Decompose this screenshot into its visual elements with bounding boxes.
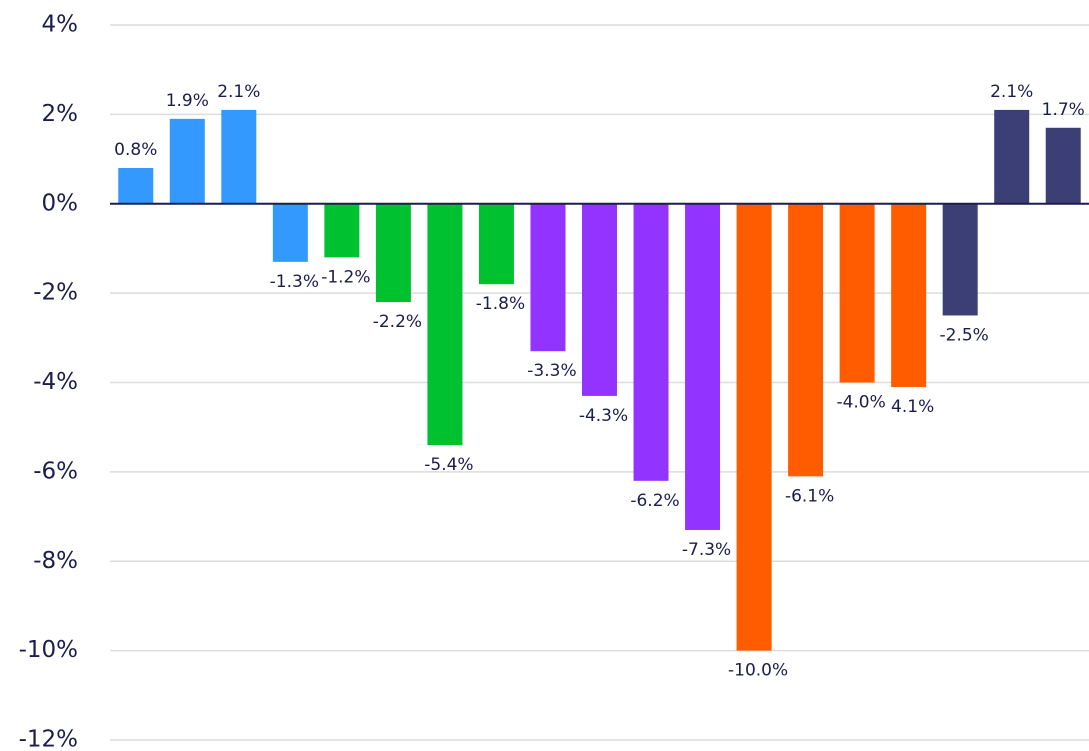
value-label: -1.3% xyxy=(270,272,319,292)
value-label: -10.0% xyxy=(728,661,788,681)
bar xyxy=(582,203,617,396)
value-label: -6.1% xyxy=(785,486,834,506)
bar xyxy=(633,203,669,481)
value-label: 0.8% xyxy=(114,140,157,160)
bar xyxy=(169,118,205,204)
value-label: 2.1% xyxy=(990,82,1033,102)
bar xyxy=(221,109,257,204)
bar xyxy=(272,203,308,262)
value-label: -2.5% xyxy=(940,325,989,345)
y-tick-label: -6% xyxy=(33,458,78,484)
y-tick-label: 2% xyxy=(42,101,79,127)
value-label: -5.4% xyxy=(424,455,473,475)
value-label: -2.2% xyxy=(373,312,422,332)
bar xyxy=(478,203,514,285)
bar xyxy=(736,203,772,651)
y-tick-label: 4% xyxy=(42,12,79,38)
bar xyxy=(942,203,978,316)
value-label: 2.1% xyxy=(217,82,260,102)
y-tick-label: 0% xyxy=(42,190,79,216)
value-label: -4.0% xyxy=(836,393,885,413)
value-label: -1.8% xyxy=(476,294,525,314)
bar xyxy=(530,203,566,352)
value-label: -4.3% xyxy=(579,406,628,426)
bar xyxy=(1045,127,1081,204)
bar xyxy=(891,203,927,387)
value-label: -1.2% xyxy=(321,267,370,287)
bar xyxy=(839,203,875,383)
value-label: -3.3% xyxy=(527,361,576,381)
bar xyxy=(375,203,411,303)
bar xyxy=(427,203,463,446)
bar xyxy=(994,109,1030,204)
bar xyxy=(118,168,154,204)
value-label: 1.7% xyxy=(1042,100,1085,120)
bar xyxy=(324,203,360,258)
y-tick-label: -10% xyxy=(19,637,78,663)
value-label: 1.9% xyxy=(166,91,209,111)
y-tick-label: -4% xyxy=(33,369,78,395)
bar xyxy=(685,203,721,530)
value-label: 4.1% xyxy=(891,397,934,417)
value-label: -7.3% xyxy=(682,540,731,560)
y-tick-label: -2% xyxy=(33,280,78,306)
bar xyxy=(788,203,824,477)
value-label: -6.2% xyxy=(630,491,679,511)
y-tick-label: -12% xyxy=(19,727,78,751)
y-tick-label: -8% xyxy=(33,548,78,574)
